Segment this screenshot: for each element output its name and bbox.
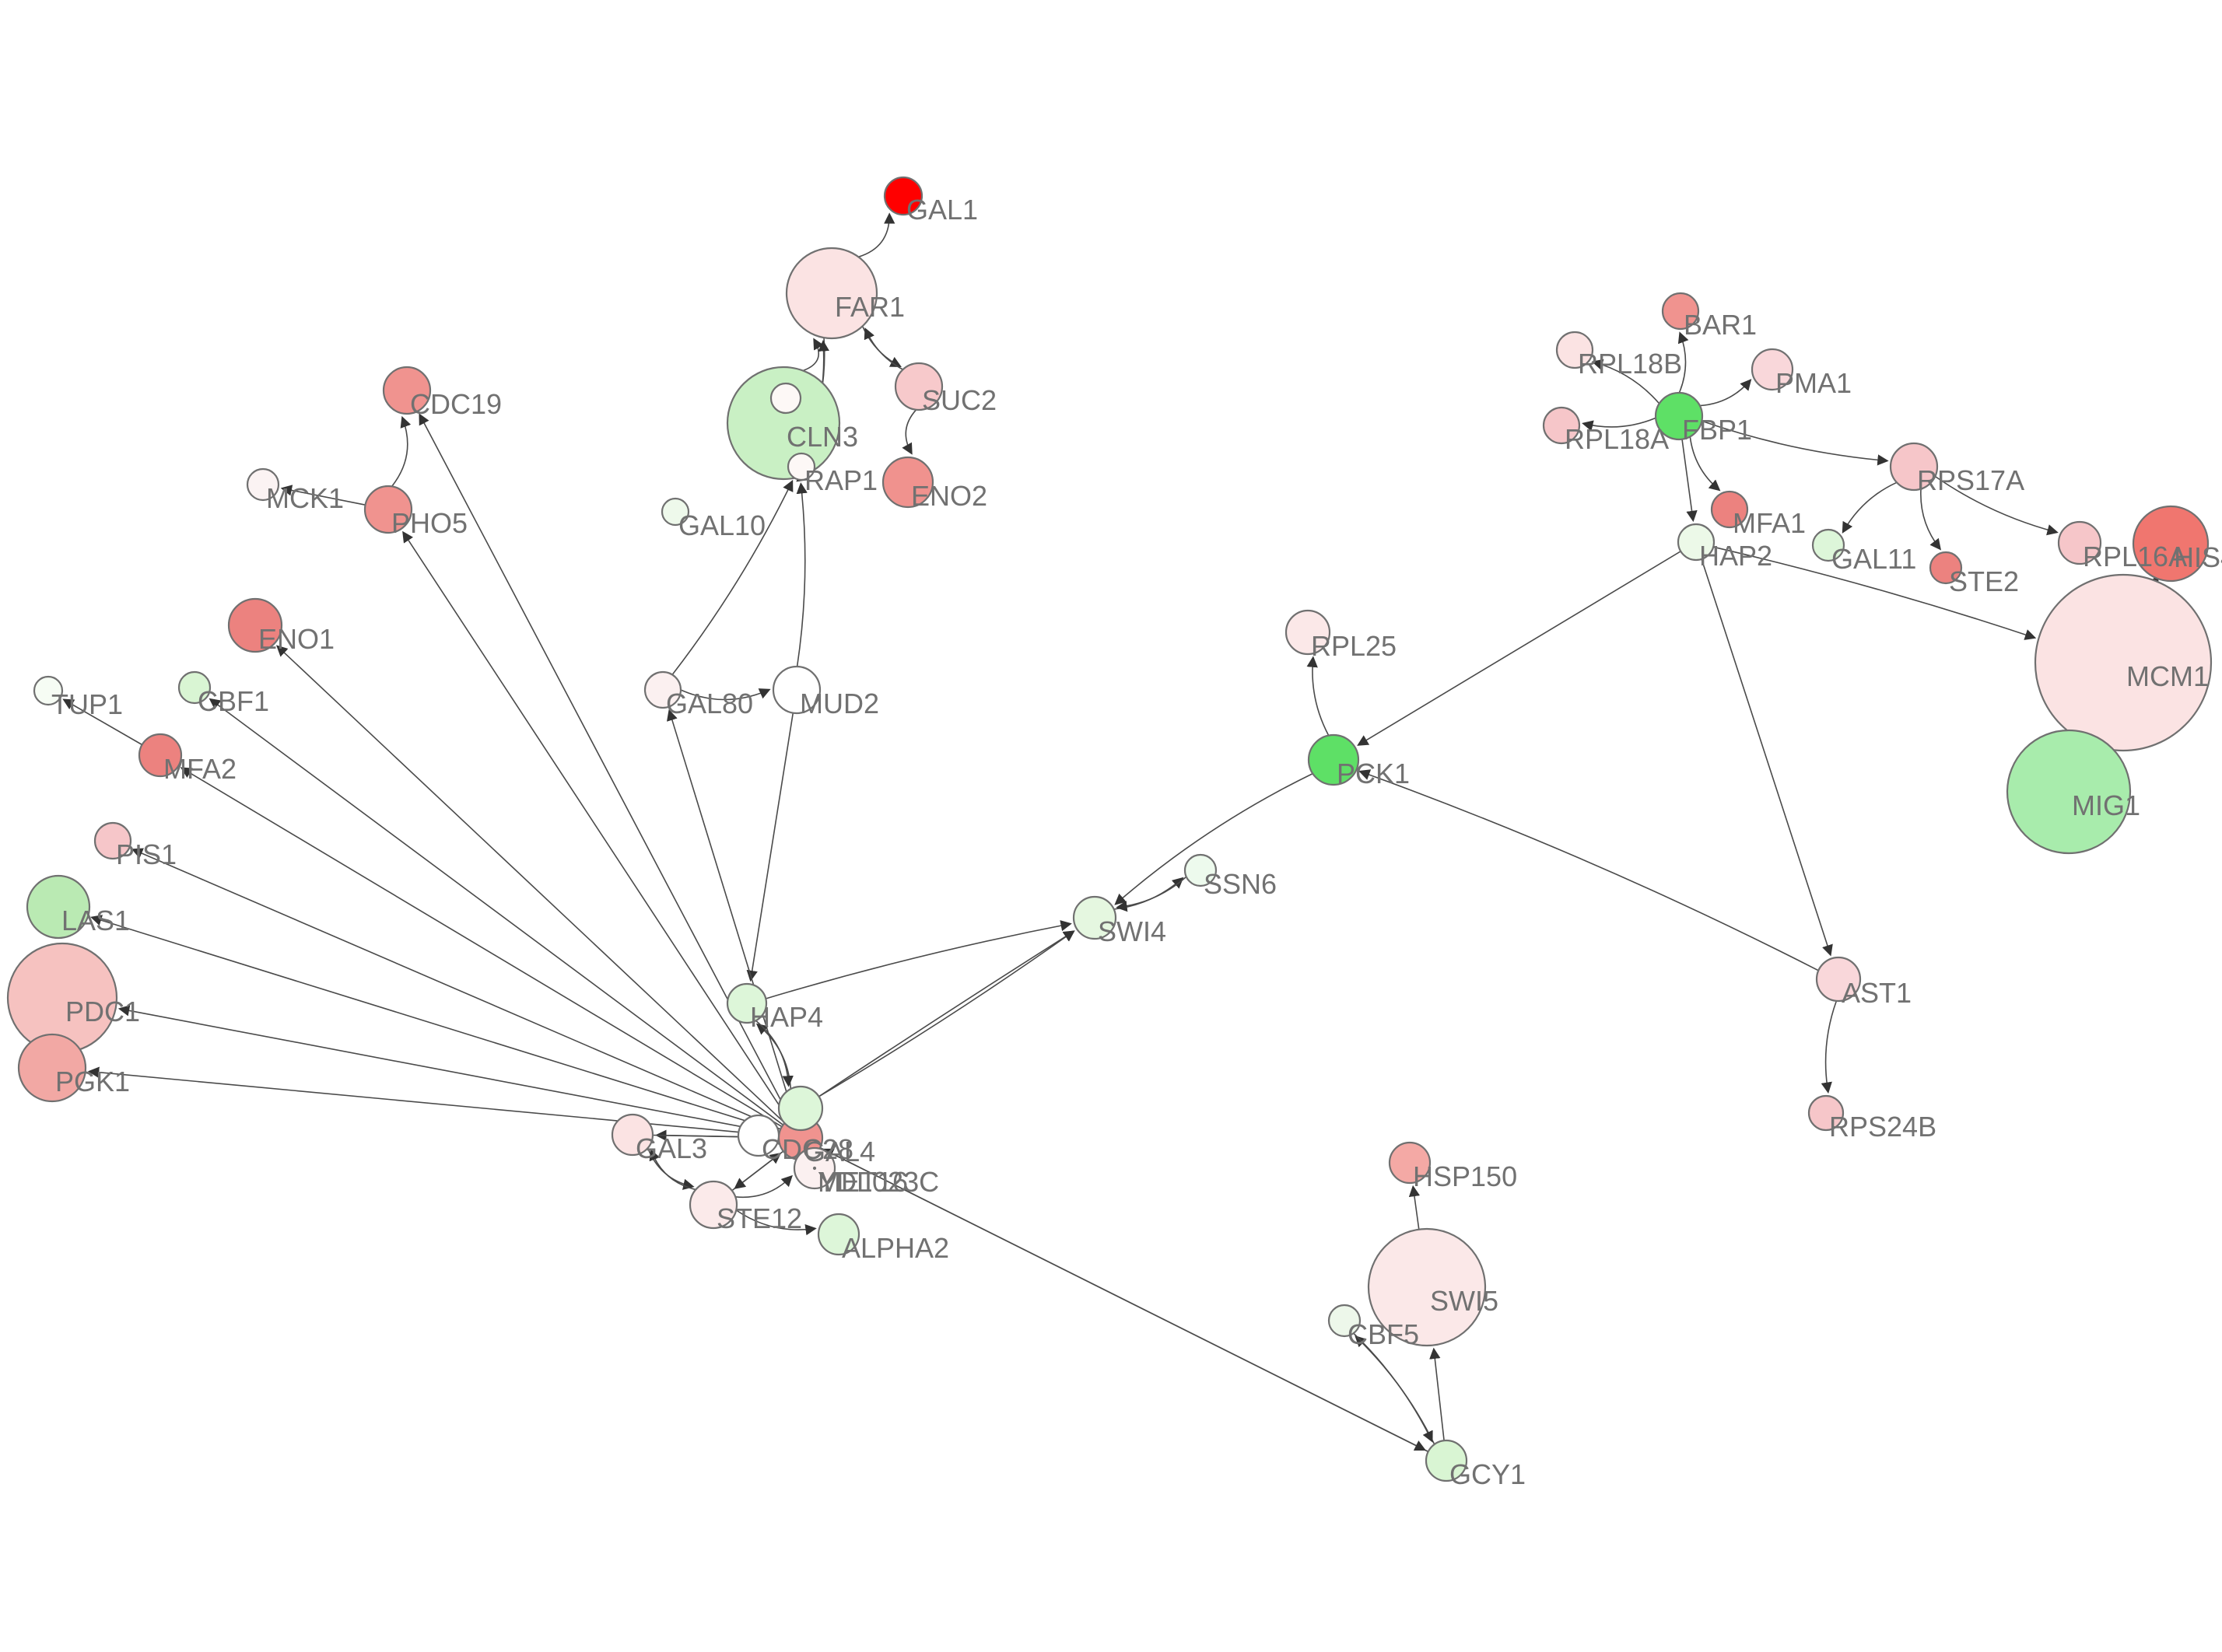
svg-text:SWI4: SWI4 bbox=[1098, 915, 1166, 947]
svg-text:RPL18B: RPL18B bbox=[1578, 348, 1682, 380]
svg-text:MIG1: MIG1 bbox=[2072, 789, 2140, 821]
svg-text:CDC28: CDC28 bbox=[762, 1133, 853, 1165]
svg-text:SSN6: SSN6 bbox=[1204, 868, 1277, 900]
svg-text:GAL3: GAL3 bbox=[636, 1132, 707, 1164]
svg-text:PHO5: PHO5 bbox=[391, 507, 468, 539]
svg-text:MFA2: MFA2 bbox=[163, 753, 237, 785]
svg-text:GAL1: GAL1 bbox=[906, 194, 978, 226]
svg-text:GCY1: GCY1 bbox=[1449, 1458, 1526, 1490]
svg-text:RAP1: RAP1 bbox=[804, 464, 878, 496]
svg-text:STE2: STE2 bbox=[1949, 565, 2019, 597]
svg-text:BAR1: BAR1 bbox=[1684, 309, 1757, 341]
svg-text:GAL80: GAL80 bbox=[666, 688, 753, 719]
svg-text:RPS17A: RPS17A bbox=[1917, 464, 2024, 496]
svg-text:CBF1: CBF1 bbox=[198, 685, 269, 717]
svg-text:PIS1: PIS1 bbox=[116, 838, 177, 870]
svg-text:HAP4: HAP4 bbox=[750, 1001, 823, 1033]
svg-text:HIS4: HIS4 bbox=[2174, 541, 2222, 573]
svg-text:GAL10: GAL10 bbox=[678, 509, 766, 541]
svg-text:FAR1: FAR1 bbox=[835, 291, 905, 323]
svg-text:RPS24B: RPS24B bbox=[1829, 1111, 1936, 1143]
svg-text:HAP2: HAP2 bbox=[1699, 540, 1772, 572]
svg-text:LAS1: LAS1 bbox=[61, 905, 130, 936]
svg-text:STE12: STE12 bbox=[717, 1202, 802, 1234]
svg-text:SUC2: SUC2 bbox=[922, 384, 997, 416]
svg-text:SWI5: SWI5 bbox=[1430, 1285, 1498, 1317]
svg-text:MCK1: MCK1 bbox=[266, 482, 344, 514]
svg-text:ENO1: ENO1 bbox=[258, 623, 335, 655]
svg-text:RPL25: RPL25 bbox=[1311, 630, 1397, 662]
svg-text:ENO2: ENO2 bbox=[911, 480, 987, 512]
svg-text:RPL18A: RPL18A bbox=[1565, 423, 1669, 455]
svg-text:CLN3: CLN3 bbox=[787, 421, 858, 453]
svg-text:HSP150: HSP150 bbox=[1413, 1160, 1517, 1192]
svg-text:FBP1: FBP1 bbox=[1682, 414, 1752, 446]
svg-text:RPL16A: RPL16A bbox=[2083, 541, 2187, 572]
svg-text:PDC1: PDC1 bbox=[65, 996, 140, 1027]
svg-text:GAL11: GAL11 bbox=[1831, 543, 1916, 575]
svg-text:MET16: MET16 bbox=[818, 1166, 908, 1198]
svg-text:CBF5: CBF5 bbox=[1348, 1318, 1419, 1350]
svg-text:MFA1: MFA1 bbox=[1733, 507, 1806, 539]
svg-text:PCK1: PCK1 bbox=[1337, 758, 1410, 789]
svg-text:TUP1: TUP1 bbox=[51, 688, 123, 720]
svg-text:MUD2: MUD2 bbox=[800, 688, 879, 719]
svg-text:PGK1: PGK1 bbox=[55, 1066, 130, 1097]
svg-text:ALPHA2: ALPHA2 bbox=[842, 1232, 949, 1264]
svg-text:PMA1: PMA1 bbox=[1775, 367, 1852, 399]
svg-text:CDC19: CDC19 bbox=[410, 388, 502, 420]
svg-text:AST1: AST1 bbox=[1842, 977, 1912, 1009]
svg-text:MCM1: MCM1 bbox=[2126, 660, 2209, 692]
